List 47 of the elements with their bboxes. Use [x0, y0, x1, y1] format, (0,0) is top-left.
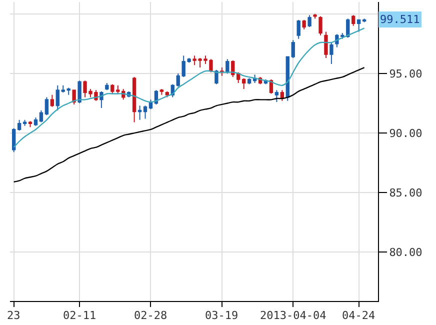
candlestick: [138, 105, 142, 120]
x-tick-label: 02-11: [63, 309, 96, 322]
candlestick: [242, 78, 246, 90]
x-tick-label: 23: [7, 309, 20, 322]
y-tick-label: 85.00: [389, 186, 422, 200]
candlestick: [72, 90, 76, 105]
candlestick: [78, 80, 82, 104]
line-series: [13, 28, 365, 148]
candlestick: [296, 19, 300, 40]
y-tick-label: 80.00: [389, 246, 422, 260]
x-tick-label: 04-24: [342, 309, 376, 322]
candlestick: [291, 40, 295, 58]
x-tick-label: 02-28: [134, 309, 168, 322]
candlestick: [318, 16, 322, 36]
y-tick-label: 95.00: [389, 67, 422, 80]
x-tick-label: 03-19: [205, 309, 238, 322]
candlestick: [105, 82, 109, 91]
candlestick: [274, 90, 279, 103]
candlestick: [66, 87, 70, 96]
candlestick: [17, 119, 22, 132]
line-series: [13, 66, 365, 182]
candlestick: [176, 72, 180, 88]
candlestick: [330, 42, 334, 64]
candlestick: [34, 117, 38, 126]
candlestick: [50, 94, 54, 108]
candlestick: [247, 78, 252, 85]
candlestick: [61, 84, 65, 94]
candlestick: [302, 19, 306, 30]
candlestick: [324, 31, 328, 58]
candlestick: [28, 120, 32, 128]
candlestick: [12, 128, 16, 153]
candlestick: [160, 88, 164, 96]
candlestick: [356, 19, 361, 32]
candlestick: [313, 13, 317, 20]
candlestick: [226, 58, 230, 74]
candlestick: [39, 110, 44, 123]
candlestick: [22, 119, 27, 126]
x-tick-label: 2013-04-04: [260, 309, 327, 322]
candlestick: [352, 14, 356, 26]
candlestick: [44, 96, 49, 116]
candlestick: [362, 18, 366, 23]
annotation: 99.511: [380, 13, 420, 26]
y-tick-label: 90.00: [389, 126, 422, 140]
candlestick: [308, 14, 312, 28]
candlestick: [143, 105, 148, 120]
candlestick: [56, 84, 60, 111]
candlestick: [132, 76, 136, 123]
